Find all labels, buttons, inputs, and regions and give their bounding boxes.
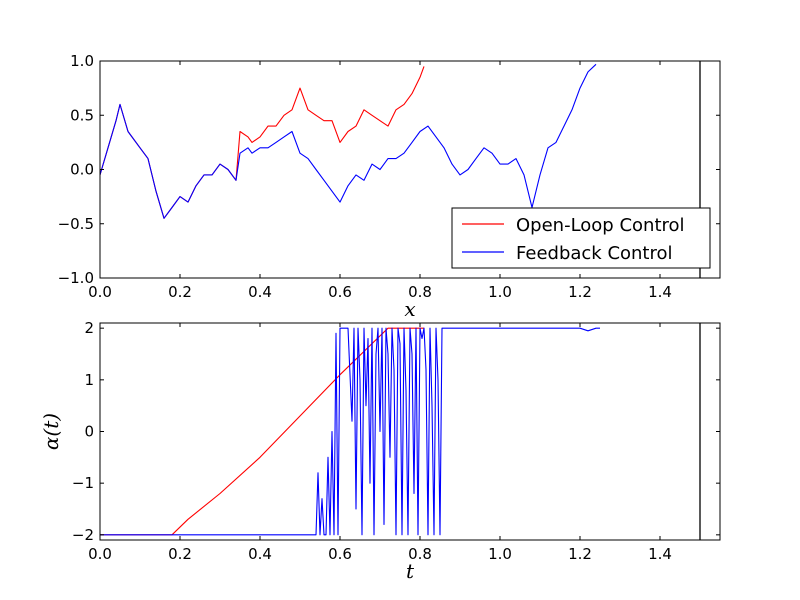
legend: Open-Loop Control Feedback Control xyxy=(451,207,711,269)
x-tick-label: 0.6 xyxy=(328,545,352,563)
x-tick-label: 0.4 xyxy=(248,545,272,563)
legend-label: Open-Loop Control xyxy=(516,215,685,236)
x-tick-label: 0.2 xyxy=(168,283,192,301)
y-tick-label: −1 xyxy=(72,474,94,492)
y-axis-label: α(t) xyxy=(39,413,63,450)
y-tick-label: 0.0 xyxy=(70,161,94,179)
x-tick-label: 0.4 xyxy=(248,283,272,301)
x-tick-label: 1.0 xyxy=(488,545,512,563)
y-tick-label: 0 xyxy=(84,423,94,441)
panel-bottom: 0.0 0.2 0.4 0.6 0.8 1.0 1.2 1.4 −2 −1 0 1 2 t α(t) xyxy=(39,319,721,583)
x-tick-label: 0.8 xyxy=(408,283,432,301)
y-tick-label: 1 xyxy=(84,371,94,389)
legend-box xyxy=(451,207,711,269)
x-tick-label: 0.8 xyxy=(408,545,432,563)
panel-top: 0.0 0.2 0.4 0.6 0.8 1.0 1.2 1.4 −1.0 −0.5 0.0 0.5 1.… xyxy=(58,52,721,321)
y-tick-label: 2 xyxy=(84,319,94,337)
x-tick-label: 1.4 xyxy=(648,283,672,301)
y-tick-label: −1.0 xyxy=(58,269,94,287)
y-tick-label: −0.5 xyxy=(58,215,94,233)
y-tick-label: −2 xyxy=(72,526,94,544)
x-axis-label: x xyxy=(404,297,415,321)
x-tick-label: 1.2 xyxy=(568,283,592,301)
x-tick-label: 0.0 xyxy=(88,545,112,563)
x-tick-label: 1.2 xyxy=(568,545,592,563)
x-tick-label: 1.4 xyxy=(648,545,672,563)
x-tick-label: 0.0 xyxy=(88,283,112,301)
series-line-feedback-top xyxy=(100,63,597,219)
series-line-feedback-bottom xyxy=(100,327,600,536)
series-line-open-loop-top xyxy=(100,66,425,219)
x-tick-label: 0.6 xyxy=(328,283,352,301)
legend-label: Feedback Control xyxy=(516,243,673,264)
x-tick-label: 0.2 xyxy=(168,545,192,563)
series-line-open-loop-bottom xyxy=(100,327,424,536)
y-tick-label: 0.5 xyxy=(70,106,94,124)
y-tick-label: 1.0 xyxy=(70,52,94,70)
x-axis-label: t xyxy=(406,559,415,583)
x-tick-label: 1.0 xyxy=(488,283,512,301)
